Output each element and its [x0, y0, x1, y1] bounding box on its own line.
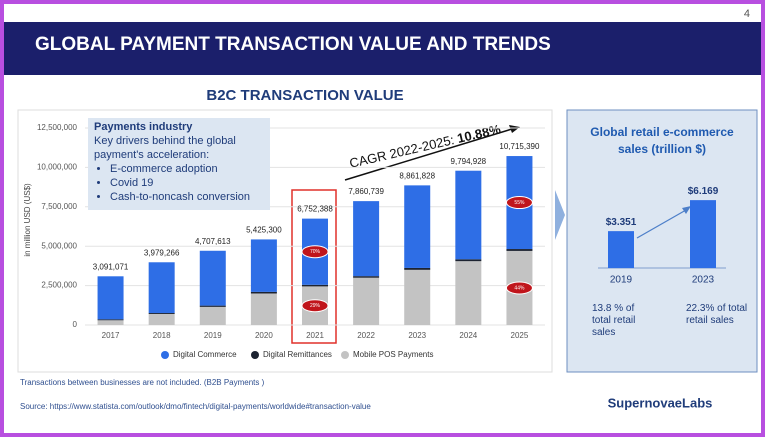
- info-box: Payments industry Key drivers behind the…: [88, 118, 270, 210]
- legend-label: Digital Commerce: [173, 350, 237, 359]
- y-tick-label: 12,500,000: [37, 123, 78, 132]
- bar-segment: [199, 250, 226, 306]
- cagr-arrowhead: [509, 125, 520, 133]
- y-axis-title: in million USD (US$): [23, 183, 32, 257]
- header-title: GLOBAL PAYMENT TRANSACTION VALUE AND TRE…: [35, 34, 551, 55]
- y-tick-label: 2,500,000: [41, 281, 77, 290]
- x-tick-label: 2025: [511, 331, 529, 340]
- bar-segment: [97, 320, 124, 325]
- total-label: 6,752,388: [297, 205, 333, 214]
- y-tick-label: 5,000,000: [41, 241, 77, 250]
- bar-segment: [97, 276, 124, 320]
- bullet: E-commerce adoption: [110, 162, 264, 176]
- header-bar: [4, 22, 761, 75]
- bar-segment: [250, 291, 277, 294]
- panel-arrow: [555, 190, 565, 240]
- total-label: 3,091,071: [93, 262, 129, 271]
- total-label: 5,425,300: [246, 226, 282, 235]
- footer-note: Transactions between businesses are not …: [20, 378, 265, 387]
- share-oval: [301, 299, 329, 313]
- share-label: 70%: [310, 249, 321, 255]
- side-arrowhead: [682, 206, 691, 214]
- x-tick-label: 2017: [102, 331, 120, 340]
- bar-segment: [250, 293, 277, 325]
- info-bullets: E-commerce adoption Covid 19 Cash-to-non…: [94, 162, 264, 204]
- y-tick-label: 0: [73, 320, 78, 329]
- y-tick-label: 10,000,000: [37, 163, 78, 172]
- bar: [608, 231, 634, 268]
- legend-marker: [341, 351, 349, 359]
- total-label: 4,707,613: [195, 237, 231, 246]
- bar-segment: [250, 239, 277, 292]
- value-label: $6.169: [688, 186, 719, 197]
- footer-source: Source: https://www.statista.com/outlook…: [20, 402, 371, 411]
- x-tick-label: 2019: [610, 275, 633, 286]
- share-oval: [505, 281, 533, 295]
- info-title: Payments industry: [94, 121, 193, 133]
- share-label: 55%: [514, 200, 525, 206]
- bar-segment: [148, 313, 175, 325]
- x-tick-label: 2021: [306, 331, 324, 340]
- side-note: 22.3% of total retail sales: [686, 303, 748, 326]
- total-label: 8,861,828: [399, 171, 435, 180]
- bullet: Cash-to-noncash conversion: [110, 190, 264, 204]
- bar-segment: [148, 313, 175, 314]
- x-tick-label: 2023: [692, 275, 715, 286]
- legend-marker: [251, 351, 259, 359]
- bullet: Covid 19: [110, 176, 264, 190]
- logo: SupernovaeLabs: [608, 395, 713, 410]
- x-tick-label: 2024: [459, 331, 477, 340]
- side-arrow: [636, 209, 687, 239]
- legend-label: Mobile POS Payments: [353, 350, 433, 359]
- side-title: Global retail e-commerce sales (trillion …: [590, 125, 734, 156]
- share-label: 29%: [310, 303, 321, 309]
- bar-segment: [404, 267, 431, 270]
- x-tick-label: 2022: [357, 331, 375, 340]
- bar-segment: [353, 277, 380, 325]
- x-tick-label: 2019: [204, 331, 222, 340]
- bar-segment: [199, 306, 226, 325]
- x-tick-label: 2018: [153, 331, 171, 340]
- highlight-box: [291, 189, 337, 344]
- bar-segment: [199, 305, 226, 307]
- total-label: 10,715,390: [499, 142, 540, 151]
- bar-segment: [506, 249, 533, 251]
- total-label: 3,979,266: [144, 248, 180, 257]
- bar-segment: [455, 170, 482, 260]
- legend-label: Digital Remittances: [263, 350, 332, 359]
- cagr-arrow: [344, 128, 513, 181]
- info-text: Key drivers behind the global payment's …: [94, 135, 236, 161]
- y-tick-label: 7,500,000: [41, 202, 77, 211]
- value-label: $3.351: [606, 217, 637, 228]
- share-oval: [301, 245, 329, 259]
- bar-segment: [353, 276, 380, 278]
- bar-segment: [455, 261, 482, 325]
- side-note: 13.8 % of total retail sales: [592, 303, 636, 338]
- bar-segment: [148, 262, 175, 314]
- total-label: 9,794,928: [451, 157, 487, 166]
- share-label: 44%: [514, 285, 525, 291]
- bar-segment: [97, 319, 124, 321]
- bar-segment: [455, 259, 482, 262]
- side-panel: [566, 109, 758, 373]
- bar-segment: [404, 269, 431, 325]
- page-number: 4: [744, 8, 750, 20]
- bar-segment: [302, 284, 328, 287]
- x-tick-label: 2023: [408, 331, 426, 340]
- x-tick-label: 2020: [255, 331, 273, 340]
- legend-marker: [161, 351, 169, 359]
- share-oval: [505, 196, 533, 210]
- total-label: 7,860,739: [348, 187, 384, 196]
- bar-segment: [404, 185, 431, 268]
- bar-segment: [353, 201, 380, 277]
- chart-title: B2C TRANSACTION VALUE: [206, 87, 403, 104]
- bar: [690, 200, 716, 268]
